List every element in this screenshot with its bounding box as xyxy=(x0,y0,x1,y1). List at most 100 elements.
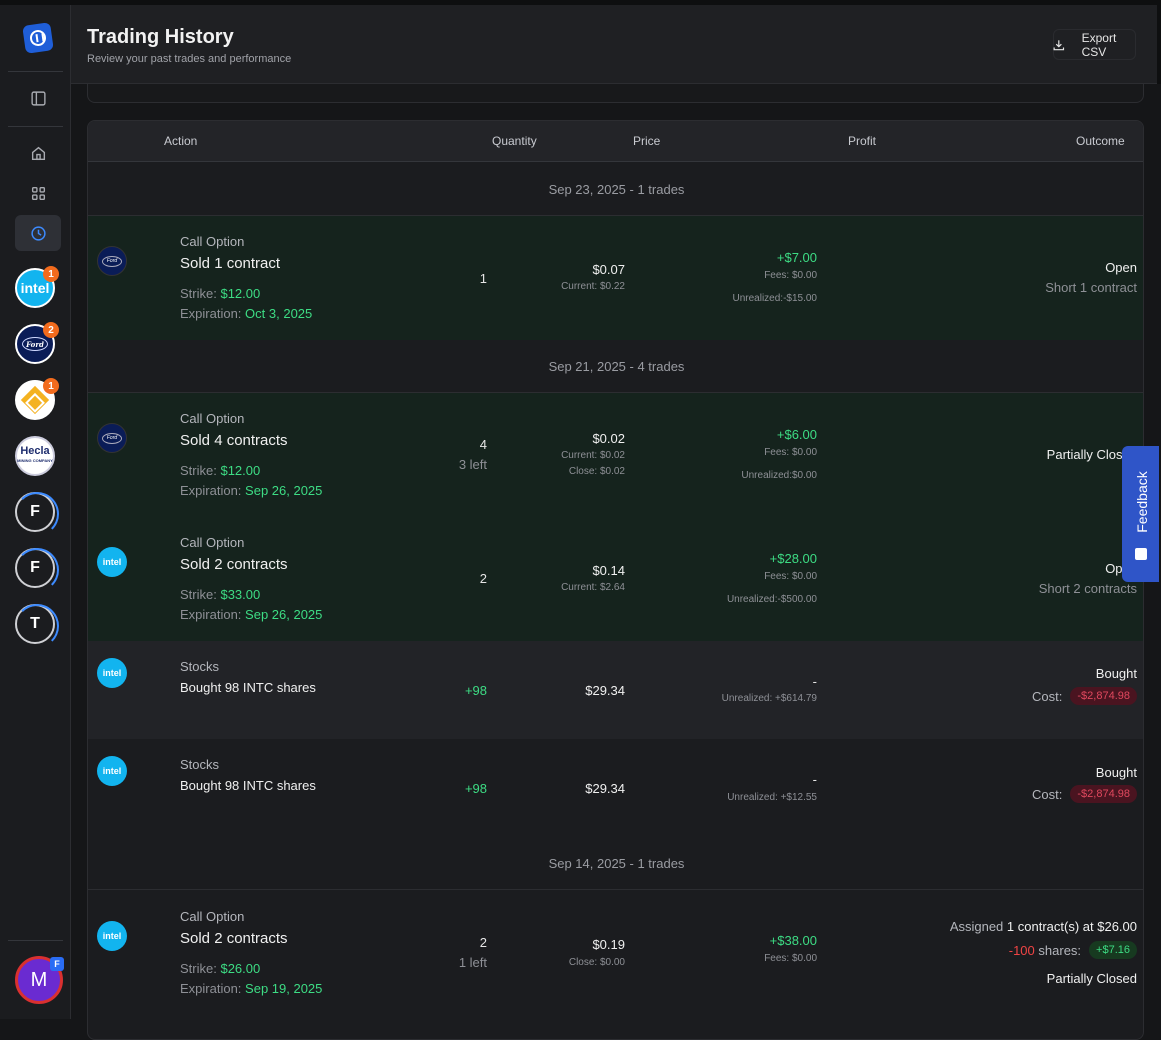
column-header-price[interactable]: Price xyxy=(633,134,661,148)
table-row[interactable]: intel Call Option Sold 2 contracts Strik… xyxy=(88,891,1143,1021)
table-row[interactable]: Ford Call Option Sold 1 contract Strike:… xyxy=(88,216,1143,340)
price-current: Current: $0.02 xyxy=(561,450,625,461)
date-group-header: Sep 21, 2025 - 4 trades xyxy=(88,340,1143,393)
trade-type: Call Option xyxy=(180,909,245,924)
strike-value: $26.00 xyxy=(220,961,261,976)
strike-line: Strike: $33.00 xyxy=(180,587,260,602)
price: $29.34 xyxy=(585,683,625,698)
sidebar-toggle-button[interactable] xyxy=(15,80,61,116)
avatar-label: Hecla xyxy=(20,445,50,457)
account-avatar-ford[interactable]: Ford 2 xyxy=(15,322,59,364)
strike-label: Strike: xyxy=(180,587,217,602)
assigned-detail: 1 contract(s) at $26.00 xyxy=(1006,919,1137,934)
price-close: Close: $0.00 xyxy=(568,957,625,968)
user-badge: F xyxy=(50,957,64,971)
outcome-status: Bought xyxy=(1095,666,1137,681)
table-row[interactable]: intel Stocks Bought 98 INTC shares +98 $… xyxy=(88,641,1143,739)
strike-line: Strike: $26.00 xyxy=(180,961,260,976)
expiration-value: Sep 19, 2025 xyxy=(245,981,323,996)
notification-badge: 1 xyxy=(43,378,59,394)
unrealized: Unrealized: +$614.79 xyxy=(721,693,817,704)
assignment-line: Assigned 1 contract(s) at $26.00 xyxy=(950,919,1137,934)
export-csv-button[interactable]: Export CSV xyxy=(1053,29,1136,60)
profit: +$28.00 xyxy=(769,551,817,566)
fees: Fees: $0.00 xyxy=(764,270,817,281)
profit: - xyxy=(812,674,817,689)
sidebar-divider xyxy=(8,71,63,72)
account-avatar-f[interactable]: F xyxy=(15,492,59,536)
nav-history[interactable] xyxy=(15,215,61,251)
expiration-label: Expiration: xyxy=(180,483,242,498)
fees: Fees: $0.00 xyxy=(764,447,817,458)
avatar-label: Ford xyxy=(22,337,48,351)
table-row[interactable]: Ford Call Option Sold 4 contracts Strike… xyxy=(88,393,1143,517)
fees: Fees: $0.00 xyxy=(764,571,817,582)
trades-table: Action Quantity Price Profit Outcome Sep… xyxy=(87,120,1144,1040)
trade-type: Call Option xyxy=(180,411,245,426)
sidebar-divider xyxy=(8,126,63,127)
avatar-label: T xyxy=(30,615,40,632)
ford-logo-icon: Ford xyxy=(97,246,127,276)
unrealized: Unrealized:-$15.00 xyxy=(732,293,818,304)
trade-action: Bought 98 INTC shares xyxy=(180,778,316,793)
logo-text: Ford xyxy=(102,432,122,444)
column-header-outcome[interactable]: Outcome xyxy=(1076,134,1125,148)
price: $0.07 xyxy=(592,262,625,277)
strike-label: Strike: xyxy=(180,463,217,478)
cost-label: Cost: xyxy=(1032,786,1063,802)
strike-line: Strike: $12.00 xyxy=(180,286,260,301)
notification-badge: 2 xyxy=(43,322,59,338)
price: $0.19 xyxy=(592,937,625,952)
feedback-label: Feedback xyxy=(1134,471,1150,533)
intel-logo-icon: intel xyxy=(97,756,127,786)
account-avatar-t[interactable]: T xyxy=(15,604,59,648)
table-row[interactable]: intel Call Option Sold 2 contracts Strik… xyxy=(88,517,1143,641)
unrealized: Unrealized: +$12.55 xyxy=(727,792,817,803)
expiration-label: Expiration: xyxy=(180,607,242,622)
price: $29.34 xyxy=(585,781,625,796)
intel-logo-icon: intel xyxy=(97,921,127,951)
expiration-label: Expiration: xyxy=(180,306,242,321)
column-header-quantity[interactable]: Quantity xyxy=(492,134,537,148)
trade-type: Call Option xyxy=(180,234,245,249)
logo-text: Ford xyxy=(102,255,122,267)
account-avatar-intel[interactable]: intel 1 xyxy=(15,266,59,308)
strike-line: Strike: $12.00 xyxy=(180,463,260,478)
nav-dashboard[interactable] xyxy=(15,175,61,211)
window-top-border xyxy=(0,0,71,5)
outcome-status: Open xyxy=(1105,260,1137,275)
quantity: +98 xyxy=(464,683,487,698)
column-header-profit[interactable]: Profit xyxy=(848,134,877,148)
account-avatar-hecla[interactable]: Hecla MINING COMPANY xyxy=(15,436,55,476)
app-logo[interactable] xyxy=(22,22,54,54)
column-header-action[interactable]: Action xyxy=(164,134,198,148)
shares-line: -100 shares: +$7.16 xyxy=(1009,941,1137,959)
home-icon xyxy=(31,146,45,160)
account-avatar-diamond[interactable]: 1 xyxy=(15,378,59,420)
price: $0.02 xyxy=(592,431,625,446)
expiration-line: Expiration: Sep 26, 2025 xyxy=(180,607,322,622)
outcome-status: Partially Closed xyxy=(1046,971,1137,986)
trade-type: Stocks xyxy=(180,659,220,674)
export-csv-label: Export CSV xyxy=(1081,30,1117,59)
assigned-label: Assigned xyxy=(949,919,1004,934)
cost-pill: -$2,874.98 xyxy=(1070,687,1137,705)
window-right-border xyxy=(1157,0,1161,84)
quantity-remaining: 3 left xyxy=(458,457,487,472)
window-top-border xyxy=(71,0,1161,5)
trade-action: Bought 98 INTC shares xyxy=(180,680,316,695)
shares-count: -100 xyxy=(1008,942,1035,958)
sidebar: intel 1 Ford 2 1 Hecla MINING COMPANY F F T… xyxy=(0,0,71,1019)
download-icon xyxy=(1053,39,1065,50)
account-avatar-f[interactable]: F xyxy=(15,548,59,592)
outcome-detail: Short 1 contract xyxy=(1045,280,1137,295)
trade-action: Sold 4 contracts xyxy=(180,432,288,449)
page-subtitle: Review your past trades and performance xyxy=(87,53,292,65)
price-current: Current: $0.22 xyxy=(561,281,625,292)
nav-home[interactable] xyxy=(15,135,61,171)
table-row[interactable]: intel Stocks Bought 98 INTC shares +98 $… xyxy=(88,739,1143,839)
profit: +$6.00 xyxy=(776,427,817,442)
summary-card-bottom xyxy=(87,84,1144,103)
feedback-tab[interactable]: Feedback xyxy=(1122,446,1159,582)
